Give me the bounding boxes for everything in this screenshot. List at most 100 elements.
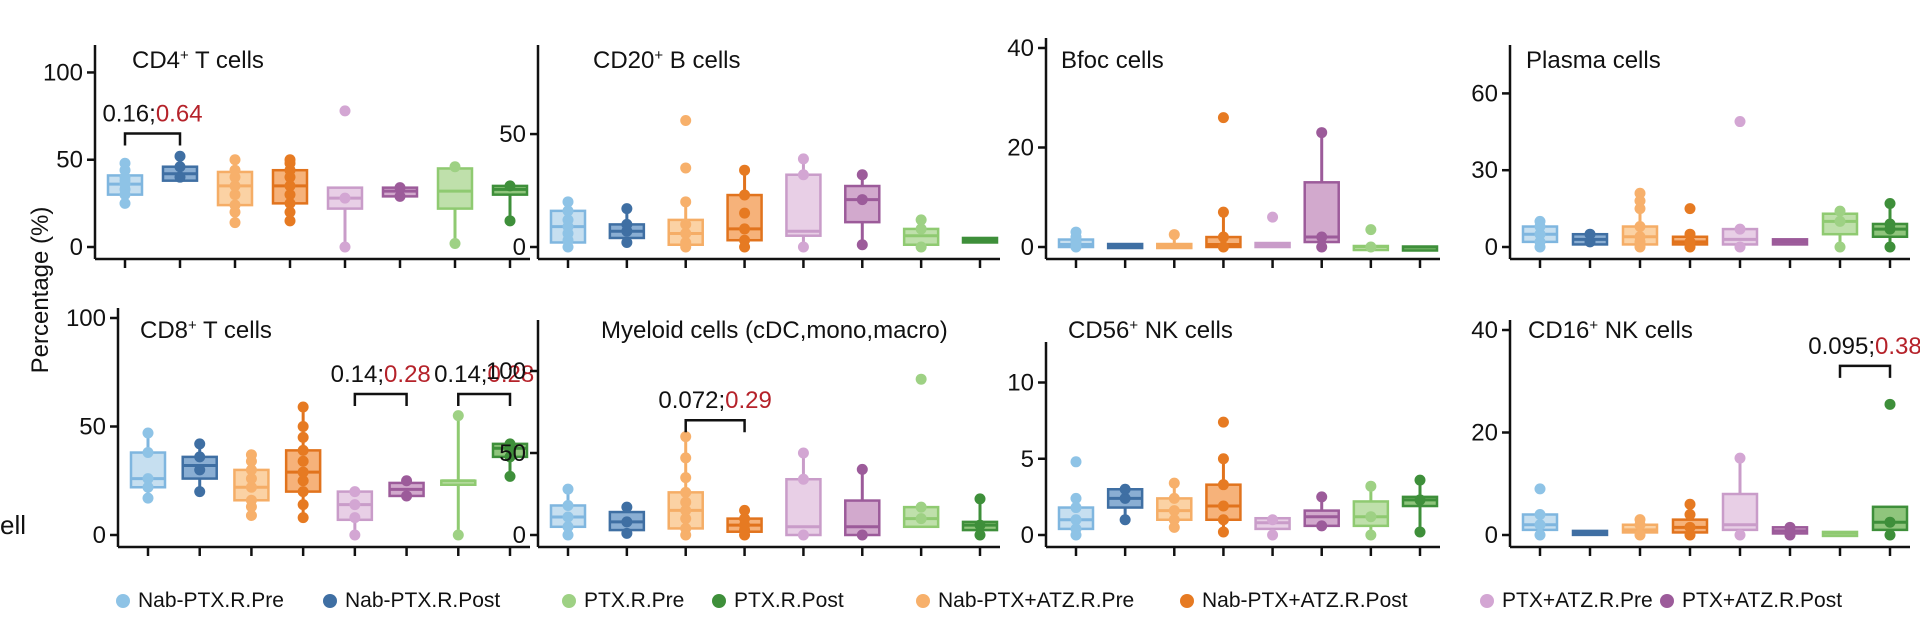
y-tick-label: 0 — [1485, 234, 1498, 261]
data-point — [797, 473, 809, 485]
data-point — [1884, 218, 1896, 230]
legend-swatch — [116, 594, 130, 608]
legend-swatch — [1180, 594, 1194, 608]
legend-item: Nab-PTX+ATZ.R.Post — [1180, 584, 1408, 618]
y-tick-label: 100 — [486, 358, 526, 385]
data-point — [1884, 197, 1896, 209]
data-point — [680, 452, 692, 464]
data-point — [1834, 241, 1846, 253]
data-point — [1584, 236, 1596, 248]
data-point — [504, 451, 516, 463]
data-point — [739, 234, 751, 246]
data-point — [562, 196, 574, 208]
data-point — [797, 241, 809, 253]
data-point — [1884, 529, 1896, 541]
data-point — [797, 169, 809, 181]
data-point — [680, 196, 692, 208]
data-point — [1684, 509, 1696, 520]
data-point — [1534, 483, 1546, 495]
legend-swatch — [323, 594, 337, 608]
data-point — [284, 189, 296, 201]
y-tick-label: 10 — [1007, 370, 1034, 397]
y-tick-label: 60 — [1471, 80, 1498, 107]
data-point — [915, 501, 927, 513]
data-point — [1070, 514, 1082, 526]
data-point — [174, 161, 186, 173]
cropped-left-label: ell — [0, 510, 27, 540]
data-point — [739, 164, 751, 176]
data-point — [1834, 215, 1846, 227]
data-point — [562, 205, 574, 217]
data-point — [1168, 492, 1180, 504]
data-point — [1365, 511, 1377, 523]
data-point — [284, 154, 296, 166]
data-point — [1584, 228, 1596, 240]
data-point — [856, 239, 868, 251]
y-tick-label: 40 — [1471, 317, 1498, 344]
data-point — [142, 473, 154, 485]
data-point — [229, 154, 241, 166]
significance-bracket — [353, 392, 408, 406]
data-point — [1634, 231, 1646, 243]
data-point — [1734, 452, 1746, 464]
data-point — [297, 455, 309, 467]
data-point — [349, 512, 361, 524]
data-point — [1784, 521, 1796, 533]
data-point — [1365, 241, 1377, 253]
data-point — [229, 189, 241, 201]
data-point — [1316, 127, 1328, 139]
legend: Nab-PTX.R.Pre Nab-PTX.R.Post PTX.R.Pre P… — [0, 584, 1920, 618]
data-point — [797, 529, 809, 541]
significance-bracket — [684, 418, 746, 433]
data-point — [1119, 483, 1131, 495]
data-point — [1784, 529, 1796, 541]
legend-label: Nab-PTX.R.Pre — [138, 589, 284, 612]
data-point — [229, 180, 241, 192]
data-point — [1217, 112, 1229, 124]
data-point — [621, 501, 633, 513]
data-point — [297, 444, 309, 456]
data-point — [621, 218, 633, 230]
data-point — [915, 214, 927, 226]
data-point — [452, 529, 464, 541]
y-tick-label: 0 — [513, 522, 526, 549]
legend-item: PTX.R.Post — [712, 584, 844, 618]
data-point — [1217, 479, 1229, 491]
data-point — [1534, 509, 1546, 520]
data-point — [1634, 221, 1646, 233]
data-point — [1684, 521, 1696, 533]
data-point — [1168, 477, 1180, 489]
data-point — [562, 511, 574, 523]
y-tick-label: 100 — [43, 59, 83, 86]
data-point — [1316, 241, 1328, 253]
legend-swatch — [712, 594, 726, 608]
p-value-label: 0.14;0.28 — [331, 361, 431, 388]
data-point — [229, 217, 241, 229]
p-value-label: 0.095;0.38 — [1808, 333, 1920, 360]
y-axis-label: Percentage (%) — [27, 207, 54, 374]
data-point — [284, 215, 296, 227]
data-point — [194, 451, 206, 463]
data-point — [194, 438, 206, 450]
data-point — [349, 486, 361, 498]
box-iqr — [436, 167, 474, 210]
data-point — [142, 481, 154, 493]
data-point — [1734, 223, 1746, 235]
data-point — [1634, 203, 1646, 215]
data-point — [1365, 224, 1377, 236]
data-point — [349, 499, 361, 511]
data-point — [915, 513, 927, 525]
data-point — [504, 215, 516, 227]
data-point — [1070, 456, 1082, 468]
data-point — [504, 438, 516, 450]
data-point — [1634, 529, 1646, 541]
data-point — [621, 527, 633, 539]
data-point — [739, 504, 751, 516]
legend-item: PTX.R.Pre — [562, 584, 684, 618]
legend-label: Nab-PTX+ATZ.R.Pre — [938, 589, 1135, 612]
p-value-label: 0.16;0.64 — [102, 101, 202, 128]
data-point — [1217, 453, 1229, 465]
data-point — [1168, 505, 1180, 517]
y-tick-label: 20 — [1471, 420, 1498, 447]
data-point — [142, 447, 154, 459]
